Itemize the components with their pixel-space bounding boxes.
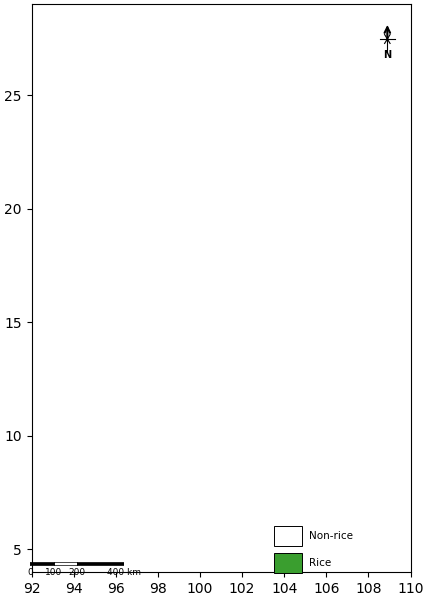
Text: 400 km: 400 km <box>107 568 141 577</box>
Text: 0: 0 <box>27 568 33 577</box>
Text: Rice: Rice <box>309 558 331 568</box>
Bar <box>274 526 302 546</box>
Text: N: N <box>383 49 391 59</box>
Bar <box>274 553 302 574</box>
Text: Non-rice: Non-rice <box>309 531 353 541</box>
Text: 200: 200 <box>68 568 86 577</box>
Bar <box>30 562 54 565</box>
Bar <box>54 562 77 565</box>
Text: 100: 100 <box>45 568 62 577</box>
Bar <box>77 562 124 565</box>
